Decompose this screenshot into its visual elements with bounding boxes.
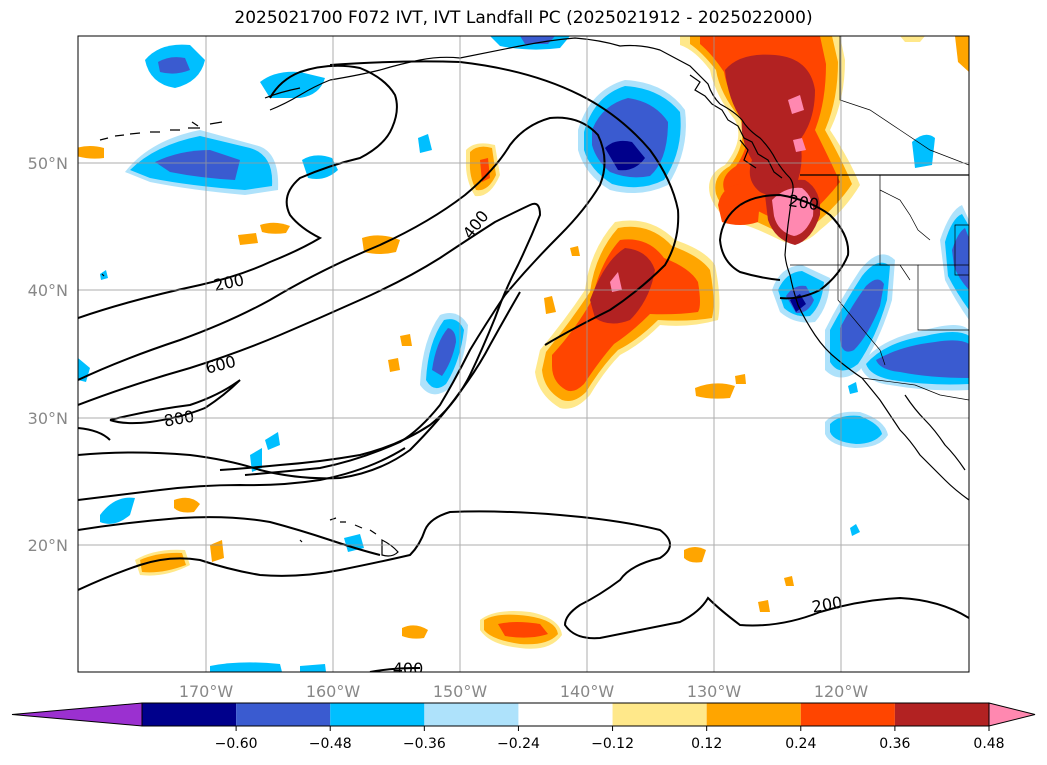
lon-label: 160°W <box>306 682 361 701</box>
lon-label: 150°W <box>433 682 488 701</box>
lat-label: 40°N <box>28 281 68 300</box>
latitude-labels: 50°N 40°N 30°N 20°N <box>28 154 68 555</box>
colorbar-tick-label: −0.12 <box>591 736 634 752</box>
lon-label: 130°W <box>687 682 742 701</box>
colorbar-extend-low <box>11 702 143 727</box>
colorbar-segment <box>142 703 237 726</box>
map-title: 2025021700 F072 IVT, IVT Landfall PC (20… <box>234 8 813 28</box>
colorbar-segment <box>518 703 613 726</box>
lon-label: 170°W <box>179 682 234 701</box>
contour-label: 400 <box>393 659 424 678</box>
colorbar-segment <box>612 703 707 726</box>
longitude-labels: 170°W 160°W 150°W 140°W 130°W 120°W <box>179 682 869 701</box>
colorbar-tick-label: −0.36 <box>403 736 446 752</box>
colorbar-tick-label: 0.24 <box>785 736 816 752</box>
colorbar-tick-label: 0.36 <box>879 736 910 752</box>
colorbar-extend-high <box>988 702 1036 727</box>
lat-label: 50°N <box>28 154 68 173</box>
lat-label: 20°N <box>28 536 68 555</box>
colorbar-segment <box>236 703 331 726</box>
colorbar-tick-label: 0.12 <box>691 736 722 752</box>
lat-label: 30°N <box>28 409 68 428</box>
lon-label: 140°W <box>560 682 615 701</box>
colorbar: −0.60 −0.48 −0.36 −0.24 −0.12 0.12 0.24 0.36 0.4… <box>11 702 1036 752</box>
colorbar-segment <box>894 703 989 726</box>
gridlines <box>78 36 969 672</box>
colorbar-tick-label: 0.48 <box>973 736 1004 752</box>
colorbar-tick-label: −0.24 <box>497 736 540 752</box>
coastlines <box>99 36 969 557</box>
colorbar-tick-label: −0.60 <box>215 736 258 752</box>
colorbar-segment <box>706 703 801 726</box>
lon-label: 120°W <box>814 682 869 701</box>
negative-shading <box>78 36 969 672</box>
map-frame <box>77 35 970 673</box>
contour-label: 200 <box>787 191 820 214</box>
colorbar-border <box>141 702 990 727</box>
colorbar-segment <box>330 703 425 726</box>
colorbar-segment <box>424 703 519 726</box>
colorbar-tick-label: −0.48 <box>309 736 352 752</box>
colorbar-segment <box>800 703 895 726</box>
